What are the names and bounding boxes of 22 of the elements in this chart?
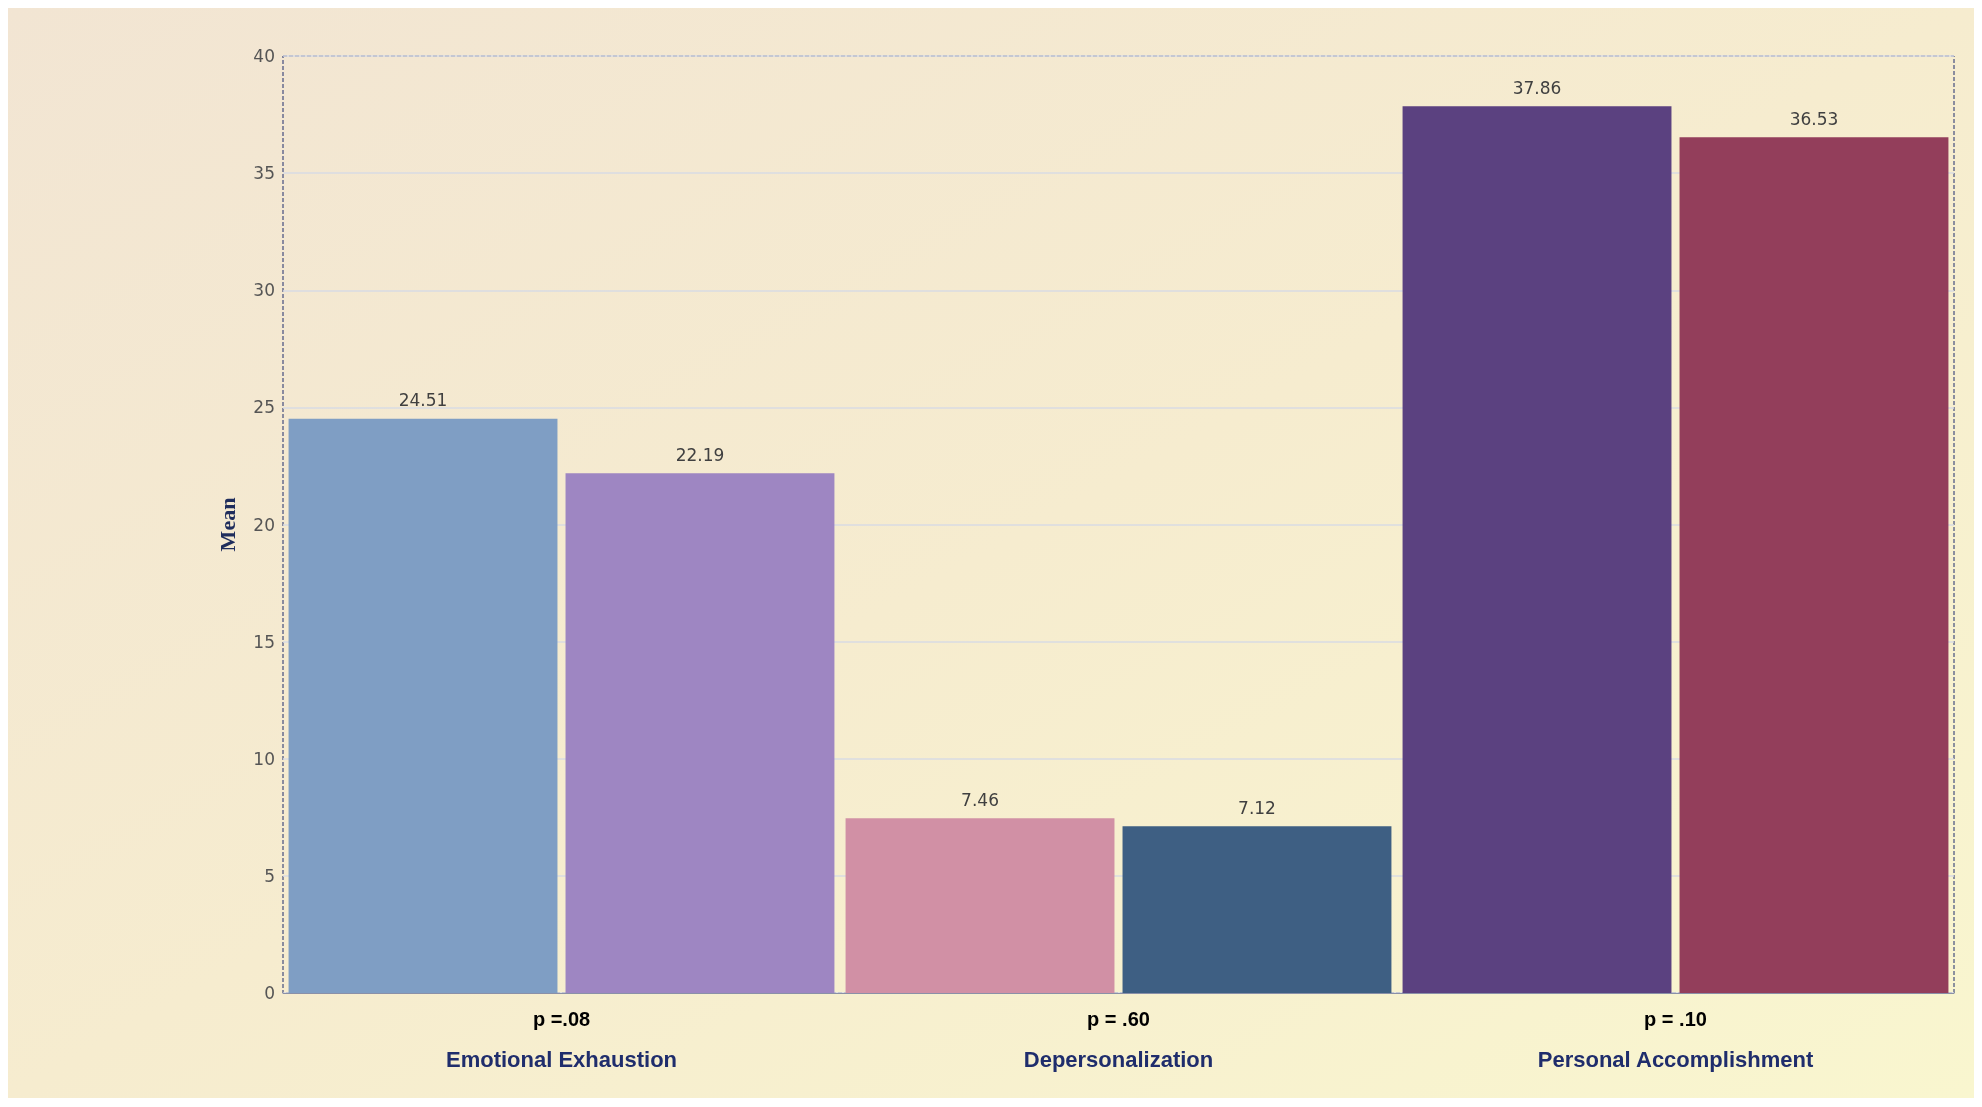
data-label: 22.19 [675,444,725,465]
text: p = .60 [1087,1008,1150,1030]
y-axis-title: Mean [214,497,240,552]
y-tick-label: 10 [253,748,275,769]
y-tick-label: 20 [253,514,275,535]
y-tick-label: 15 [253,631,275,652]
data-label: 24.51 [398,390,448,411]
data-label: 37.86 [1512,77,1562,98]
text: p =.08 [532,1008,591,1030]
data-label: 36.53 [1789,108,1839,129]
y-tick-label: 35 [253,163,275,184]
x-tick-label: Depersonalization [1023,1046,1214,1072]
y-tick-label: 30 [253,280,275,301]
y-tick-label: 40 [253,46,275,66]
data-label: 7.46 [961,789,999,810]
x-tick-label: Personal Accomplishment [1537,1046,1814,1072]
text: p = .10 [1644,1008,1707,1030]
y-tick-label: 0 [264,983,275,1003]
y-tick-label: 25 [253,397,275,418]
x-tick-label: Emotional Exhaustion [445,1046,678,1072]
data-label: 7.12 [1238,797,1276,818]
y-tick-label: 5 [264,865,275,886]
